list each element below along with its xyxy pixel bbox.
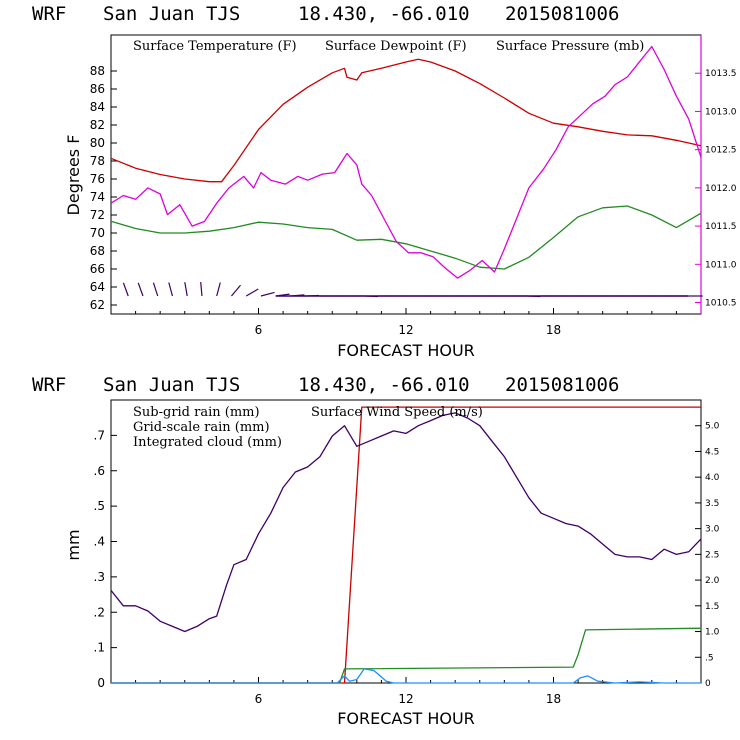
panel2-ytick-label: .4: [94, 535, 105, 549]
panel2-y2tick-label: 4.0: [705, 473, 720, 483]
legend-surface-wind-speed: Surface Wind Speed (m/s): [311, 405, 483, 420]
panel1-ytick-label: 74: [90, 190, 105, 204]
panel1-ytick-label: 78: [90, 154, 105, 168]
panel1-ytick-label: 62: [90, 298, 105, 312]
panel2-ytick-label: .3: [94, 570, 105, 584]
wind-barb: [200, 282, 203, 297]
panel2-y2tick-label: 1.0: [705, 628, 720, 638]
panel2-y2tick-label: 2.0: [705, 576, 720, 586]
panel1-frame: [110, 34, 702, 315]
wind-barb: [216, 282, 221, 297]
wind-barb: [184, 282, 188, 297]
panel2-model: WRF: [32, 374, 66, 396]
panel2-y2tick-label: 3.5: [705, 499, 719, 509]
panel2-station: San Juan TJS: [103, 374, 240, 396]
panel1-wind-barbs: [122, 282, 703, 298]
panel2-y2tick-label: 4.5: [705, 447, 719, 457]
legend-surface-dewpoint: Surface Dewpoint (F): [325, 39, 467, 54]
panel1-series: [110, 45, 702, 279]
panel1-ytick-label: 76: [90, 172, 105, 186]
wind-barb: [152, 282, 159, 297]
panel2-y2tick-label: 0: [705, 679, 711, 689]
panel2-y2tick-label: .5: [705, 653, 714, 663]
panel2-series: [110, 406, 702, 684]
panel2-ytick-label: .2: [94, 605, 105, 619]
panel1-ytick-label: 84: [90, 100, 105, 114]
wind-barb: [137, 282, 144, 297]
panel1-ytick-label: 80: [90, 136, 105, 150]
panel1-y2tick-label: 1013.0: [705, 107, 737, 117]
panel1-y2tick-label: 1011.0: [705, 260, 737, 270]
panel1-y2tick-label: 1010.5: [705, 299, 737, 309]
panel2-run: 2015081006: [505, 374, 619, 396]
panel2-y2tick-label: 2.5: [705, 550, 719, 560]
panel2-ytick-label: .1: [94, 641, 105, 655]
panel2-coords: 18.430, -66.010: [298, 374, 470, 396]
panel2-ytick-label: .5: [94, 499, 105, 513]
panel2-y2tick-label: 5.0: [705, 422, 720, 432]
panel1-y2tick-label: 1013.5: [705, 69, 737, 79]
panel1-ytick-label: 86: [90, 82, 105, 96]
panel1-series-surface-dewpoint-f: [110, 205, 702, 270]
panel1-series-surface-pressure-mb: [110, 45, 702, 279]
legend-subgrid-rain: Sub-grid rain (mm): [133, 405, 260, 420]
panel2-xlabel: FORECAST HOUR: [337, 709, 475, 728]
panel1-ytick-label: 88: [90, 64, 105, 78]
panel2-ytick-label: .7: [94, 428, 105, 442]
panel1-y2tick-label: 1011.5: [705, 222, 737, 232]
panel2-xtick-label-12: 12: [398, 692, 413, 706]
panel1-coords: 18.430, -66.010: [298, 3, 470, 25]
wind-barb: [122, 282, 129, 297]
legend-gridscale-rain: Grid-scale rain (mm): [133, 420, 270, 435]
legend-integrated-cloud: Integrated cloud (mm): [133, 435, 282, 450]
panel1-ytick-label: 68: [90, 244, 105, 258]
panel1-xtick-label-18: 18: [546, 323, 561, 337]
panel2-series-surface-wind-speed-m-s: [110, 412, 702, 633]
panel2-xtick-label-18: 18: [546, 692, 561, 706]
panel2-ytick-label: .6: [94, 464, 105, 478]
panel2-ylabel: mm: [64, 529, 83, 560]
panel2-ytick-label: 0: [97, 676, 105, 690]
panel2-y2tick-label: 3.0: [705, 525, 720, 535]
panel2-xtick-label-6: 6: [255, 692, 263, 706]
panel2-ticks: 6 12 18 0 .1 .2 .3 .4 .5 .6 .7 0 .5 1.0 1.5 2.0 2.5 3.0 3.…: [94, 422, 720, 706]
panel1-xtick-label-12: 12: [398, 323, 413, 337]
panel1-model: WRF: [32, 3, 66, 25]
panel1-ytick-label: 64: [90, 280, 105, 294]
panel2-y2tick-label: 1.5: [705, 602, 719, 612]
panel2-series-integrated-cloud-mm: [111, 668, 701, 684]
panel1-ytick-label: 72: [90, 208, 105, 222]
panel1-xtick-label-6: 6: [255, 323, 263, 337]
panel1-run: 2015081006: [505, 3, 619, 25]
panel1-ytick-label: 66: [90, 262, 105, 276]
panel1-y2tick-label: 1012.5: [705, 146, 737, 156]
panel1-ytick-label: 70: [90, 226, 105, 240]
wind-barb: [168, 282, 174, 297]
panel1-ylabel: Degrees F: [64, 135, 83, 216]
wind-barb: [245, 288, 259, 297]
panel1-y2tick-label: 1012.0: [705, 184, 737, 194]
wind-barb: [260, 291, 275, 297]
panel1-station: San Juan TJS: [103, 3, 240, 25]
panel1-series-surface-temperature-f: [110, 58, 702, 183]
panel1-xlabel: FORECAST HOUR: [337, 341, 475, 360]
panel2-series-grid-scale-rain-mm: [111, 627, 702, 684]
panel1-ytick-label: 82: [90, 118, 105, 132]
legend-surface-pressure: Surface Pressure (mb): [496, 39, 644, 54]
wind-barb: [231, 284, 241, 297]
panel1-ticks: 6 12 18 62 64 66 68 70 72 74 76 78 80 82 84 86 88 1010.5 1…: [90, 64, 737, 337]
legend-surface-temperature: Surface Temperature (F): [133, 39, 297, 54]
